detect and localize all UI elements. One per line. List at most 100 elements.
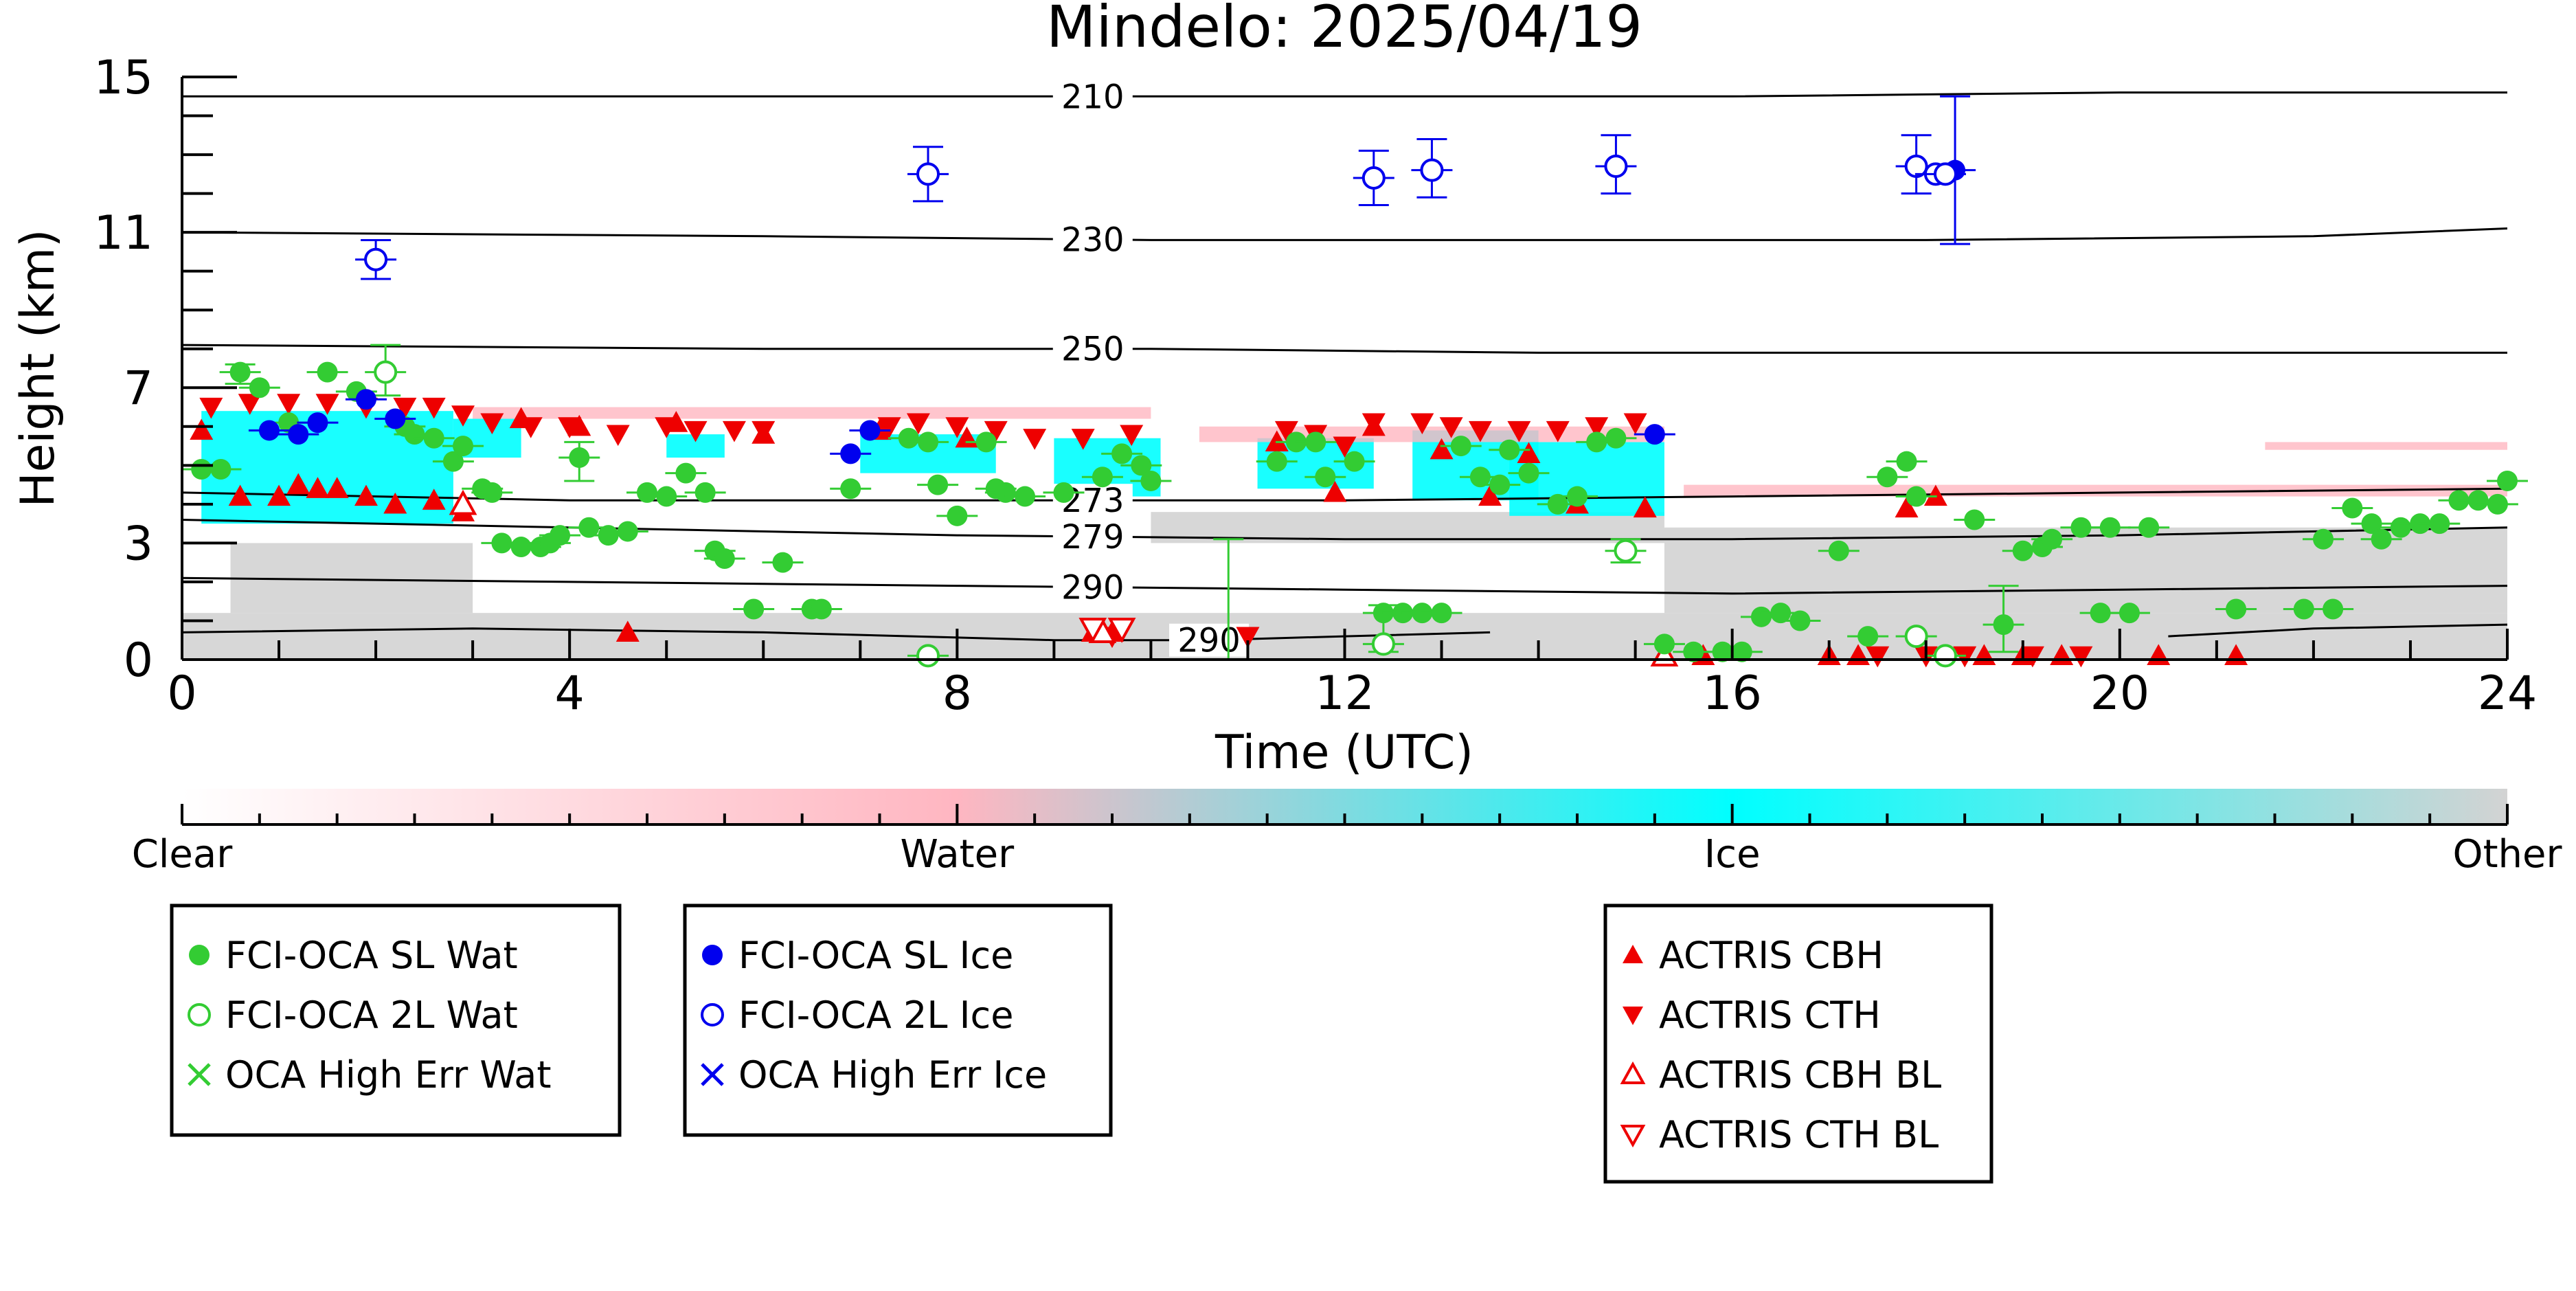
y-tick-label: 11: [93, 206, 153, 260]
contour-label-bg: [1052, 223, 1133, 256]
contour-line: [182, 576, 2507, 595]
data-point: [2012, 540, 2033, 561]
data-point: [249, 377, 270, 398]
y-tick-label: 0: [124, 633, 153, 688]
data-point: [393, 397, 417, 419]
data-point: [811, 598, 832, 620]
data-point: [1623, 413, 1647, 435]
colorbar-label: Ice: [1704, 832, 1761, 877]
data-point: [558, 417, 582, 438]
shading-water: [2265, 442, 2507, 450]
legend-marker: [1620, 1061, 1646, 1084]
data-point: [1567, 486, 1588, 507]
data-point: [2119, 603, 2140, 624]
data-point: [1633, 496, 1657, 518]
data-point: [1644, 424, 1665, 445]
data-point: [675, 462, 697, 484]
legend-frame: [170, 903, 622, 1137]
x-tick-label: 16: [1702, 666, 1762, 721]
data-point: [2042, 528, 2063, 550]
legend-marker: [1620, 1125, 1646, 1148]
shading-water: [473, 407, 1151, 419]
contour-line: [182, 91, 2507, 98]
data-point: [2487, 493, 2508, 515]
data-point: [2069, 646, 2093, 668]
data-point: [694, 482, 716, 503]
legend-label: FCI-OCA 2L Wat: [225, 993, 518, 1037]
x-tick-label: 24: [2478, 666, 2538, 721]
legend-item: ACTRIS CBH: [1623, 934, 1884, 977]
data-point: [916, 162, 940, 186]
data-point: [385, 408, 406, 429]
data-point: [637, 482, 657, 503]
data-point: [286, 473, 310, 495]
data-point: [1265, 430, 1289, 452]
data-point: [1107, 618, 1136, 643]
data-point: [683, 420, 708, 442]
data-point: [1469, 467, 1491, 488]
data-point: [355, 389, 376, 410]
series-fci-oca-2l-ice: [355, 155, 1966, 271]
data-point: [1333, 436, 1357, 458]
data-point: [1993, 614, 2014, 636]
data-point: [1857, 626, 1879, 647]
data-point: [2099, 517, 2121, 538]
data-point: [1323, 480, 1347, 502]
legend-label: ACTRIS CTH: [1659, 993, 1881, 1037]
data-point: [1315, 467, 1336, 488]
data-point: [2323, 598, 2344, 620]
data-point: [1450, 436, 1471, 457]
data-point: [606, 425, 630, 447]
data-point: [228, 484, 252, 506]
data-point: [714, 548, 735, 570]
data-point: [984, 420, 1008, 442]
legend-marker: [188, 1063, 211, 1086]
colorbar-label: Other: [2452, 832, 2562, 877]
legend-marker: [1623, 945, 1643, 963]
legend-marker: [701, 1003, 724, 1026]
legend-item: OCA High Err Wat: [188, 1053, 552, 1097]
data-point: [947, 505, 968, 526]
data-point: [859, 420, 881, 441]
data-point: [916, 644, 940, 668]
data-point: [1430, 438, 1454, 460]
legend-item: FCI-OCA SL Ice: [702, 934, 1013, 977]
data-point: [1828, 540, 1849, 561]
data-point: [1140, 470, 1162, 491]
data-point: [1547, 493, 1568, 515]
contour-label-bg: [1052, 80, 1133, 113]
contour-label: 250: [1061, 330, 1125, 369]
colorbar-label: Water: [901, 832, 1015, 877]
data-point: [655, 417, 679, 438]
legend-label: FCI-OCA SL Wat: [225, 934, 518, 977]
data-point: [1896, 451, 1917, 472]
data-point: [1439, 417, 1463, 438]
data-point: [1683, 641, 1704, 662]
x-tick-label: 12: [1315, 666, 1375, 721]
data-point: [1904, 625, 1928, 649]
legend-item: ACTRIS CTH: [1623, 993, 1881, 1037]
contour-line: [182, 344, 2507, 354]
data-point: [1371, 632, 1395, 656]
contour-line: [2168, 623, 2507, 638]
data-point: [315, 394, 339, 415]
markers: [181, 155, 2528, 668]
legend-item: ACTRIS CTH BL: [1620, 1113, 1939, 1156]
data-point: [1585, 417, 1609, 438]
data-point: [1933, 162, 1957, 186]
data-point: [975, 431, 997, 453]
contour-label: 290: [1061, 569, 1125, 607]
data-point: [1933, 644, 1957, 668]
axes: 0 3 7 11 15 0 4 8 12 16 20 24: [93, 51, 2537, 721]
y-tick-label: 15: [93, 51, 153, 105]
data-point: [1236, 627, 1260, 649]
shading-water: [1684, 484, 2507, 497]
x-tick-label: 20: [2090, 666, 2150, 721]
legend-item: FCI-OCA SL Wat: [189, 934, 518, 977]
legend-marker: [188, 1003, 211, 1026]
chart-title: Mindelo: 2025/04/19: [1046, 0, 1642, 60]
y-axis-label: Height (km): [11, 229, 65, 507]
data-point: [1605, 427, 1627, 449]
data-point: [1923, 484, 1947, 506]
data-point: [1092, 467, 1113, 488]
